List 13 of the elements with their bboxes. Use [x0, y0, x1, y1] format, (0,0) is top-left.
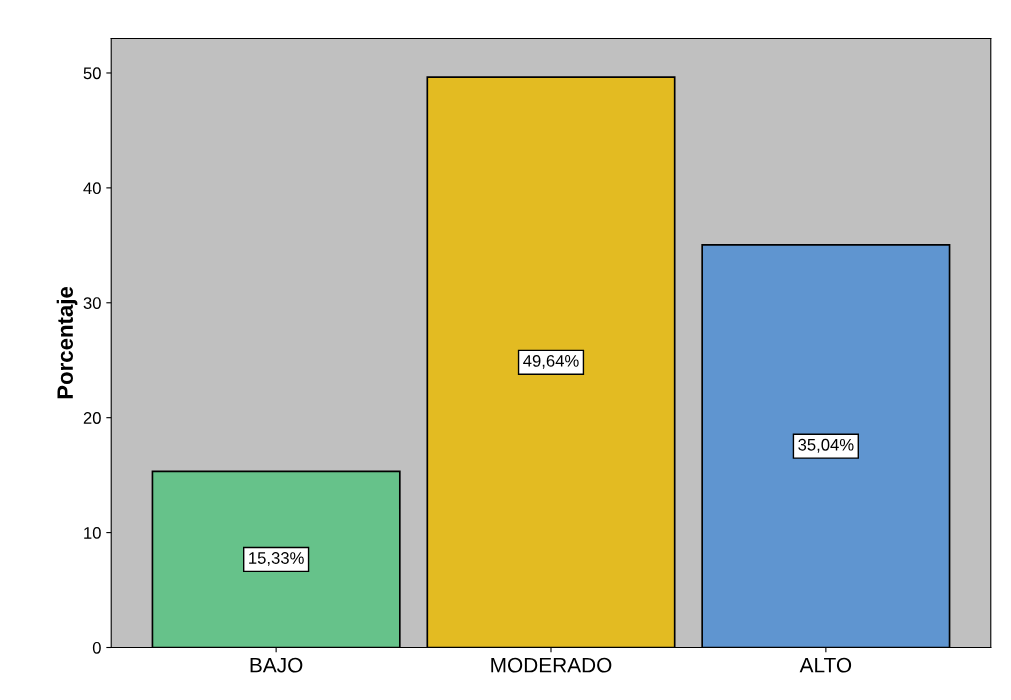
- data-label: 35,04%: [798, 438, 854, 453]
- y-tick-label: 20: [83, 412, 101, 424]
- y-tick-label: 30: [83, 297, 101, 309]
- x-tick-label: MODERADO: [491, 657, 612, 673]
- y-tick-label: 50: [83, 67, 101, 80]
- data-label: 49,64%: [523, 354, 579, 369]
- y-tick-label: 10: [84, 527, 101, 539]
- data-label: 15,33%: [249, 552, 304, 566]
- y-tick-label: 40: [83, 182, 101, 195]
- x-tick-label: ALTO: [799, 657, 852, 673]
- y-tick-label: 0: [92, 641, 101, 654]
- x-tick-label: BAJO: [250, 657, 303, 673]
- y-axis-title: Porcentaje: [56, 286, 78, 399]
